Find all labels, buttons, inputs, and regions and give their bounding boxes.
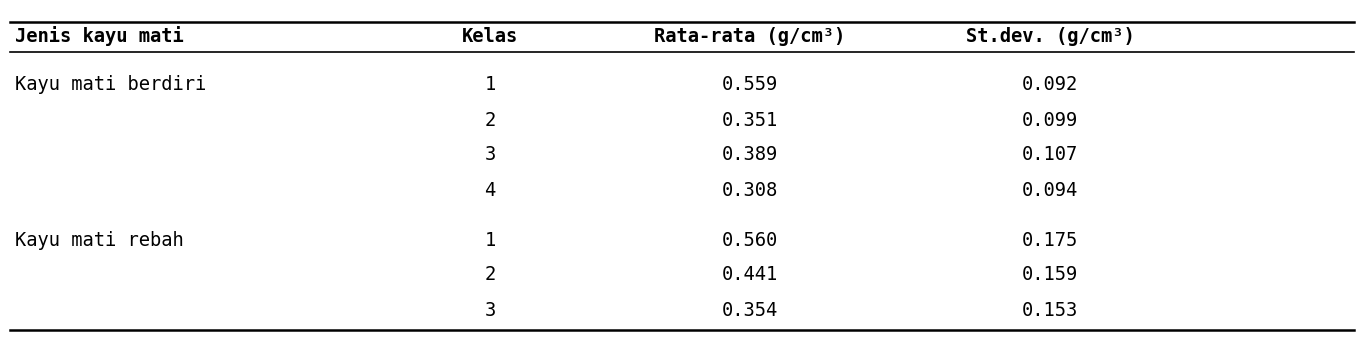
Text: Kelas: Kelas: [462, 26, 518, 45]
Text: 0.153: 0.153: [1022, 301, 1078, 319]
Text: Rata-rata (g/cm³): Rata-rata (g/cm³): [655, 26, 846, 45]
Text: 0.389: 0.389: [722, 145, 777, 165]
Text: 0.099: 0.099: [1022, 110, 1078, 130]
Text: 0.354: 0.354: [722, 301, 777, 319]
Text: 3: 3: [484, 301, 495, 319]
Text: 3: 3: [484, 145, 495, 165]
Text: 0.441: 0.441: [722, 265, 777, 285]
Text: 0.159: 0.159: [1022, 265, 1078, 285]
Text: 0.560: 0.560: [722, 231, 777, 250]
Text: St.dev. (g/cm³): St.dev. (g/cm³): [966, 26, 1135, 45]
Text: 0.094: 0.094: [1022, 181, 1078, 199]
Text: 1: 1: [484, 231, 495, 250]
Text: Jenis kayu mati: Jenis kayu mati: [15, 26, 184, 46]
Text: 0.175: 0.175: [1022, 231, 1078, 250]
Text: 1: 1: [484, 76, 495, 94]
Text: 0.092: 0.092: [1022, 76, 1078, 94]
Text: 0.107: 0.107: [1022, 145, 1078, 165]
Text: 4: 4: [484, 181, 495, 199]
Text: 2: 2: [484, 265, 495, 285]
Text: 0.308: 0.308: [722, 181, 777, 199]
Text: Kayu mati rebah: Kayu mati rebah: [15, 231, 184, 250]
Text: Kayu mati berdiri: Kayu mati berdiri: [15, 76, 206, 94]
Text: 0.351: 0.351: [722, 110, 777, 130]
Text: 2: 2: [484, 110, 495, 130]
Text: 0.559: 0.559: [722, 76, 777, 94]
